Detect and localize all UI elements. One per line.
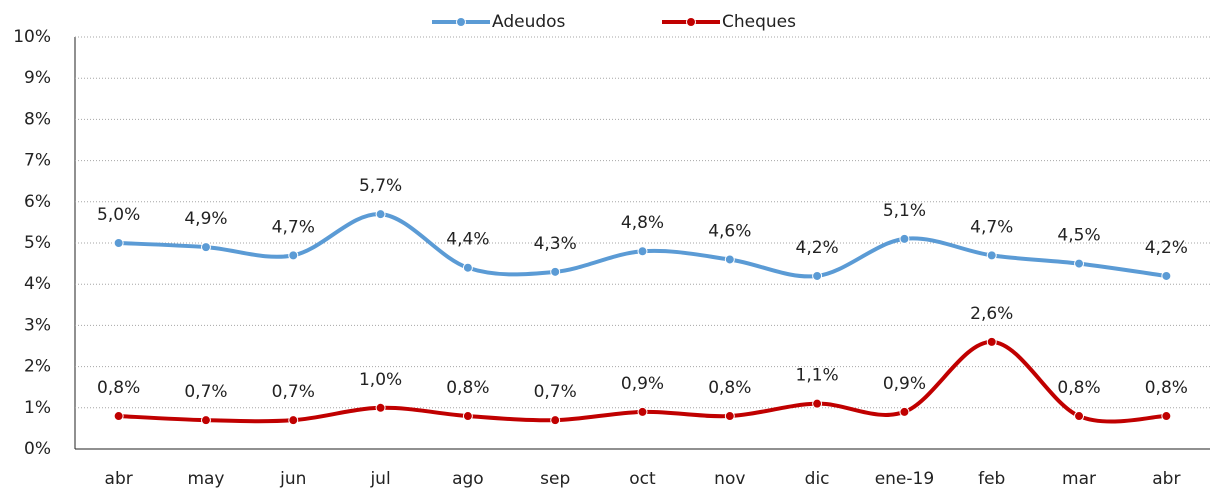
data-label: 4,9%: [184, 209, 227, 229]
data-point: [288, 415, 299, 426]
data-label: 0,9%: [883, 374, 926, 394]
x-tick-label: ene-19: [875, 469, 934, 489]
data-label: 0,8%: [1145, 378, 1188, 398]
x-tick-label: dic: [805, 469, 830, 489]
data-point: [637, 246, 648, 257]
x-tick-label: jul: [369, 469, 390, 489]
data-label: 4,2%: [1145, 238, 1188, 258]
legend-marker: [686, 17, 696, 27]
data-label: 5,1%: [883, 201, 926, 221]
data-label: 5,0%: [97, 205, 140, 225]
x-tick-label: sep: [540, 469, 570, 489]
y-tick-label: 6%: [24, 192, 51, 212]
x-tick-label: abr: [105, 469, 133, 489]
y-tick-label: 0%: [24, 439, 51, 459]
data-point: [200, 242, 211, 253]
data-point: [550, 266, 561, 277]
data-label: 2,6%: [970, 304, 1013, 324]
data-point: [1161, 411, 1172, 422]
data-point: [113, 238, 124, 248]
data-point: [637, 406, 648, 417]
data-point: [462, 262, 473, 273]
data-point: [1161, 270, 1172, 281]
data-point: [1074, 411, 1085, 422]
x-tick-label: oct: [629, 469, 656, 489]
y-tick-label: 1%: [24, 398, 51, 418]
data-label: 4,7%: [970, 217, 1013, 237]
x-tick-label: ago: [452, 469, 484, 489]
data-label: 0,7%: [272, 382, 315, 402]
y-tick-label: 10%: [13, 27, 51, 47]
y-tick-label: 5%: [24, 233, 51, 253]
y-tick-label: 9%: [24, 68, 51, 88]
data-point: [288, 250, 299, 261]
data-label: 4,3%: [534, 234, 577, 254]
x-tick-label: nov: [714, 469, 745, 489]
data-label: 0,8%: [1057, 378, 1100, 398]
legend-label: Adeudos: [492, 12, 566, 32]
data-label: 4,5%: [1057, 226, 1100, 246]
data-label: 4,4%: [446, 230, 489, 250]
data-label: 0,8%: [708, 378, 751, 398]
data-label: 4,6%: [708, 221, 751, 241]
data-label: 0,9%: [621, 374, 664, 394]
data-point: [375, 402, 386, 413]
data-label: 0,8%: [446, 378, 489, 398]
y-tick-label: 3%: [24, 315, 51, 335]
data-point: [113, 411, 124, 422]
data-point: [899, 406, 910, 417]
y-tick-label: 2%: [24, 357, 51, 377]
data-point: [375, 209, 386, 220]
legend-marker: [456, 17, 466, 27]
data-label: 0,8%: [97, 378, 140, 398]
data-point: [462, 411, 473, 422]
data-point: [812, 270, 823, 281]
data-label: 1,0%: [359, 370, 402, 390]
data-point: [812, 398, 823, 409]
data-label: 1,1%: [796, 366, 839, 386]
data-point: [899, 233, 910, 244]
x-tick-label: abr: [1152, 469, 1180, 489]
data-point: [986, 336, 997, 347]
y-tick-label: 4%: [24, 274, 51, 294]
data-label: 0,7%: [184, 382, 227, 402]
data-point: [986, 250, 997, 261]
data-point: [1074, 258, 1085, 269]
y-tick-label: 8%: [24, 109, 51, 129]
data-label: 4,7%: [272, 217, 315, 237]
data-label: 4,2%: [796, 238, 839, 258]
y-tick-label: 7%: [24, 151, 51, 171]
data-point: [724, 254, 735, 265]
x-tick-label: jun: [279, 469, 306, 489]
data-point: [200, 415, 211, 426]
x-tick-label: mar: [1062, 469, 1096, 489]
x-tick-label: feb: [978, 469, 1005, 489]
x-tick-label: may: [187, 469, 224, 489]
data-point: [550, 415, 561, 426]
legend-label: Cheques: [722, 12, 796, 32]
data-label: 5,7%: [359, 176, 402, 196]
data-label: 4,8%: [621, 213, 664, 233]
data-label: 0,7%: [534, 382, 577, 402]
data-point: [724, 411, 735, 422]
